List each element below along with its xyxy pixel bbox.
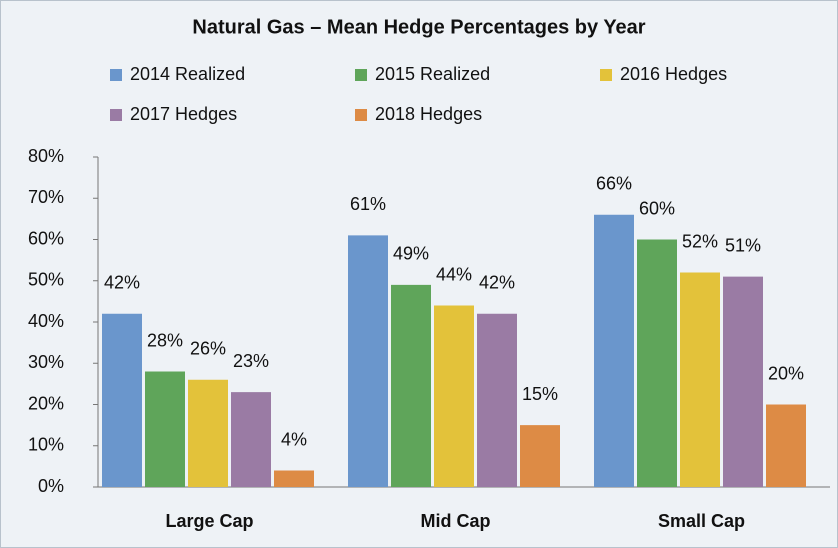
y-tick-label: 40% bbox=[28, 311, 64, 331]
data-label: 28% bbox=[147, 330, 183, 350]
data-label: 61% bbox=[350, 194, 386, 214]
bar bbox=[766, 404, 806, 487]
legend-swatch bbox=[110, 109, 122, 121]
y-tick-label: 80% bbox=[28, 146, 64, 166]
bar bbox=[102, 313, 142, 487]
bar bbox=[188, 379, 228, 487]
x-tick-label: Small Cap bbox=[658, 511, 745, 531]
data-label: 44% bbox=[436, 264, 472, 284]
bar bbox=[477, 313, 517, 487]
y-tick-label: 50% bbox=[28, 270, 64, 290]
legend-label: 2015 Realized bbox=[375, 64, 490, 84]
bar bbox=[145, 371, 185, 487]
legend-label: 2018 Hedges bbox=[375, 104, 482, 124]
data-label: 23% bbox=[233, 351, 269, 371]
legend-swatch bbox=[355, 109, 367, 121]
legend-swatch bbox=[110, 69, 122, 81]
data-label: 15% bbox=[522, 384, 558, 404]
y-tick-label: 70% bbox=[28, 187, 64, 207]
y-tick-label: 60% bbox=[28, 228, 64, 248]
data-label: 52% bbox=[682, 231, 718, 251]
y-tick-label: 30% bbox=[28, 352, 64, 372]
bar bbox=[434, 305, 474, 487]
bar bbox=[348, 235, 388, 487]
y-tick-label: 10% bbox=[28, 435, 64, 455]
legend-swatch bbox=[600, 69, 612, 81]
data-label: 66% bbox=[596, 174, 632, 194]
data-label: 51% bbox=[725, 235, 761, 255]
bar bbox=[520, 425, 560, 487]
bar bbox=[274, 470, 314, 487]
bar bbox=[680, 272, 720, 487]
y-tick-label: 0% bbox=[38, 476, 64, 496]
x-tick-label: Large Cap bbox=[165, 511, 253, 531]
data-label: 20% bbox=[768, 363, 804, 383]
bar bbox=[594, 214, 634, 487]
legend-label: 2014 Realized bbox=[130, 64, 245, 84]
bar bbox=[231, 392, 271, 487]
y-tick-label: 20% bbox=[28, 393, 64, 413]
chart-title: Natural Gas – Mean Hedge Percentages by … bbox=[192, 16, 645, 38]
data-label: 42% bbox=[479, 273, 515, 293]
legend-label: 2017 Hedges bbox=[130, 104, 237, 124]
data-label: 60% bbox=[639, 198, 675, 218]
bar bbox=[391, 284, 431, 487]
data-label: 26% bbox=[190, 339, 226, 359]
data-label: 4% bbox=[281, 429, 307, 449]
bar bbox=[723, 276, 763, 487]
data-label: 42% bbox=[104, 273, 140, 293]
bar bbox=[637, 239, 677, 487]
legend-label: 2016 Hedges bbox=[620, 64, 727, 84]
legend-swatch bbox=[355, 69, 367, 81]
data-label: 49% bbox=[393, 244, 429, 264]
x-tick-label: Mid Cap bbox=[421, 511, 491, 531]
